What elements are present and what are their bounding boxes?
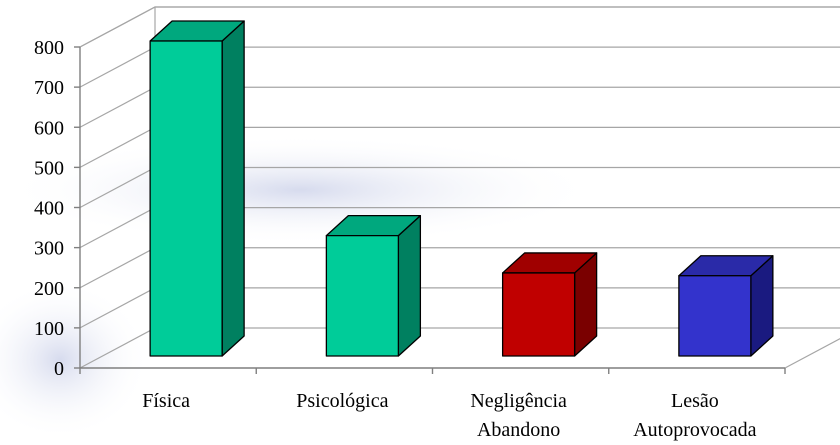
bar-3 [501, 252, 598, 357]
y-tick-label: 500 [34, 157, 64, 179]
bar-2 [325, 214, 422, 357]
y-tick-label: 800 [34, 37, 64, 59]
y-tick-label: 300 [34, 238, 64, 260]
bar-4 [678, 255, 774, 357]
bar-front-face [678, 275, 752, 357]
y-tick-label: 100 [34, 318, 64, 340]
bars [149, 20, 774, 357]
bar-front-face [501, 272, 576, 357]
bar-front-face [325, 234, 400, 357]
x-category-label: Psicológica [296, 390, 388, 412]
bar-side-face [397, 214, 422, 357]
bar-front-face [149, 40, 223, 357]
axes [74, 46, 786, 374]
x-category-label: Física [142, 390, 190, 412]
y-tick-label: 600 [34, 117, 64, 139]
x-category-label: Lesão Autoprovocada [633, 390, 756, 441]
y-tick-label: 0 [54, 358, 64, 380]
y-tick-label: 400 [34, 198, 64, 220]
x-category-label: Negligência Abandono [470, 390, 567, 441]
y-axis-tick-labels: 0 100 200 300 400 500 600 700 800 [34, 37, 64, 380]
bar-side-face [221, 20, 245, 357]
bar-1 [149, 20, 245, 357]
x-axis-category-labels: Física Psicológica Negligência Abandono Lesã… [142, 390, 756, 441]
y-tick-label: 700 [34, 77, 64, 99]
gridline [79, 6, 840, 48]
y-tick-label: 200 [34, 278, 64, 300]
